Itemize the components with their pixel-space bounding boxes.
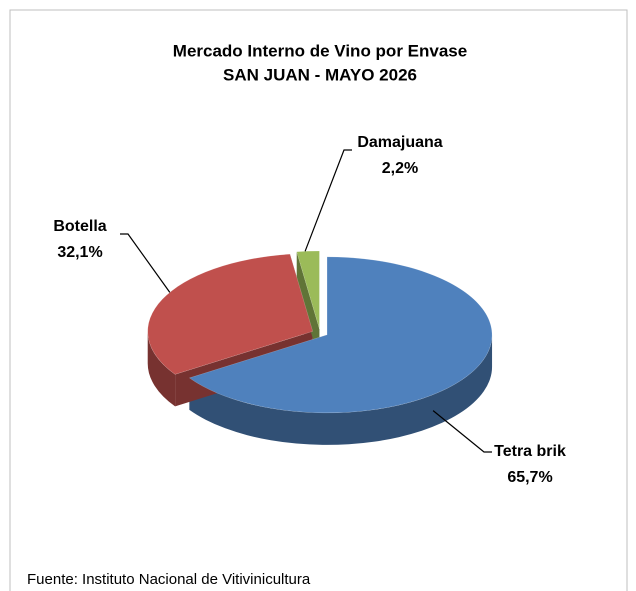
slice-value-label: 65,7% <box>507 469 552 486</box>
leader-line <box>432 410 492 453</box>
source-note: Fuente: Instituto Nacional de Vitivinicu… <box>27 571 311 588</box>
slice-edge <box>296 251 320 362</box>
slice-side <box>189 334 493 445</box>
chart-frame <box>9 9 628 591</box>
pie-tops <box>147 250 493 414</box>
leader-line <box>304 149 352 252</box>
chart-title: Mercado Interno de Vino por Envase <box>173 41 467 60</box>
slice-label: Tetra brik <box>494 443 566 460</box>
slice <box>147 253 314 375</box>
slice-label: Botella <box>53 218 106 235</box>
leader-line <box>120 233 171 293</box>
chart-subtitle: SAN JUAN - MAYO 2026 <box>223 65 417 84</box>
slice <box>188 256 493 414</box>
slice-value-label: 32,1% <box>57 244 102 261</box>
slice-side <box>147 331 176 407</box>
slice-value-label: 2,2% <box>382 160 418 177</box>
slice-label: Damajuana <box>357 134 442 151</box>
slice <box>296 250 320 330</box>
